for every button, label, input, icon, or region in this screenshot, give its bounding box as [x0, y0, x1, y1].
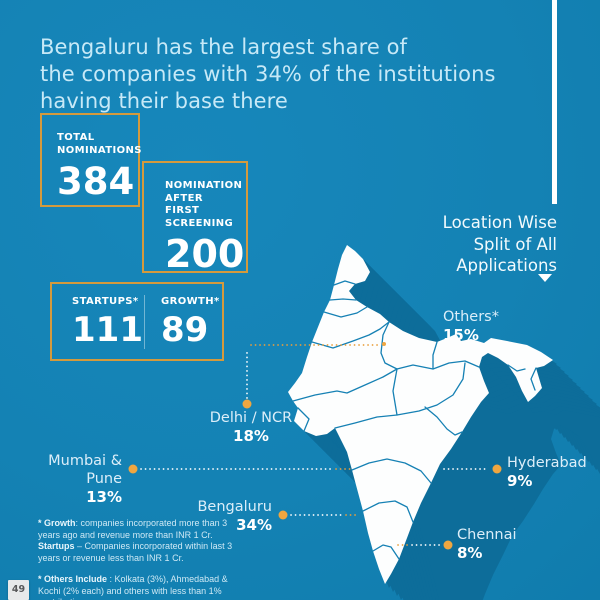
location-percent: 13% [86, 488, 122, 506]
stat-startups: STARTUPS* 111 [52, 296, 144, 347]
heading-line: Split of All [473, 234, 557, 254]
stat-value: 384 [57, 160, 135, 203]
location-name: Delhi / NCR [209, 410, 293, 426]
stat-nomination-after-screening: NOMINATION AFTER FIRST SCREENING 200 [142, 161, 248, 273]
footnote-others-text: : Kolkata (3%), Ahmedabad & Kochi (2% ea… [38, 574, 228, 600]
stat-value: 200 [165, 232, 245, 276]
vertical-divider [144, 294, 145, 349]
stat-label: NOMINATION AFTER FIRST SCREENING [165, 180, 243, 229]
footnote-others-label: * Others Include [38, 574, 108, 584]
location-percent: 15% [443, 326, 479, 344]
title-line-3: having their base there [40, 89, 288, 113]
location-percent: 8% [457, 544, 483, 562]
title-line-2: the companies with 34% of the institutio… [40, 62, 496, 86]
location-name: Hyderabad [507, 455, 587, 471]
location-percent: 18% [233, 427, 269, 445]
state-borders [292, 280, 537, 560]
stat-startups-growth: STARTUPS* 111 GROWTH* 89 [50, 282, 224, 361]
india-map [288, 245, 600, 600]
footnote-startups: Startups – Companies incorporated within… [38, 541, 246, 564]
down-triangle-icon [538, 274, 552, 282]
page-number-badge: 49 [8, 580, 29, 600]
page-title: Bengaluru has the largest share of the c… [40, 34, 496, 115]
stat-label: STARTUPS* [72, 296, 139, 308]
stat-label: TOTAL NOMINATIONS [57, 132, 142, 156]
footnote-growth-label: * Growth [38, 518, 76, 528]
map-section-heading: Location Wise Split of All Applications [443, 212, 557, 277]
stat-value: 89 [161, 309, 209, 350]
stat-total-nominations: TOTAL NOMINATIONS 384 [40, 113, 142, 207]
footnote-growth-text: : companies incorporated more than 3 yea… [38, 518, 228, 540]
footnote-growth: * Growth: companies incorporated more th… [38, 518, 246, 541]
stat-label: GROWTH* [161, 296, 220, 308]
location-name: Mumbai & Pune [48, 453, 122, 487]
heading-line: Applications [456, 256, 557, 275]
title-line-1: Bengaluru has the largest share of [40, 35, 408, 59]
footnote-startups-text: – Companies incorporated within last 3 y… [38, 541, 233, 563]
footnote-others: * Others Include : Kolkata (3%), Ahmedab… [38, 574, 246, 600]
stat-growth: GROWTH* 89 [145, 296, 220, 347]
label-hyderabad: Hyderabad 9% [507, 454, 587, 490]
label-chennai: Chennai 8% [457, 526, 517, 562]
location-percent: 34% [236, 516, 272, 534]
label-mumbai-pune: Mumbai & Pune 13% [16, 452, 122, 506]
footnote-growth-startups: * Growth: companies incorporated more th… [38, 518, 246, 564]
label-bengaluru: Bengaluru 34% [160, 498, 272, 534]
location-name: Chennai [457, 527, 517, 543]
delhi-marker-dot [242, 399, 252, 409]
heading-line: Location Wise [442, 213, 557, 232]
label-delhi-ncr: Delhi / NCR 18% [192, 409, 310, 445]
footnote-startups-label: Startups [38, 541, 75, 551]
location-name: Others* [443, 309, 499, 325]
footnotes: * Growth: companies incorporated more th… [38, 518, 246, 600]
stat-value: 111 [72, 309, 143, 350]
label-others: Others* 15% [443, 308, 499, 344]
location-percent: 9% [507, 472, 533, 490]
location-name: Bengaluru [197, 499, 272, 515]
mumbai-marker-dot [128, 464, 138, 474]
vertical-accent-bar [552, 0, 557, 204]
